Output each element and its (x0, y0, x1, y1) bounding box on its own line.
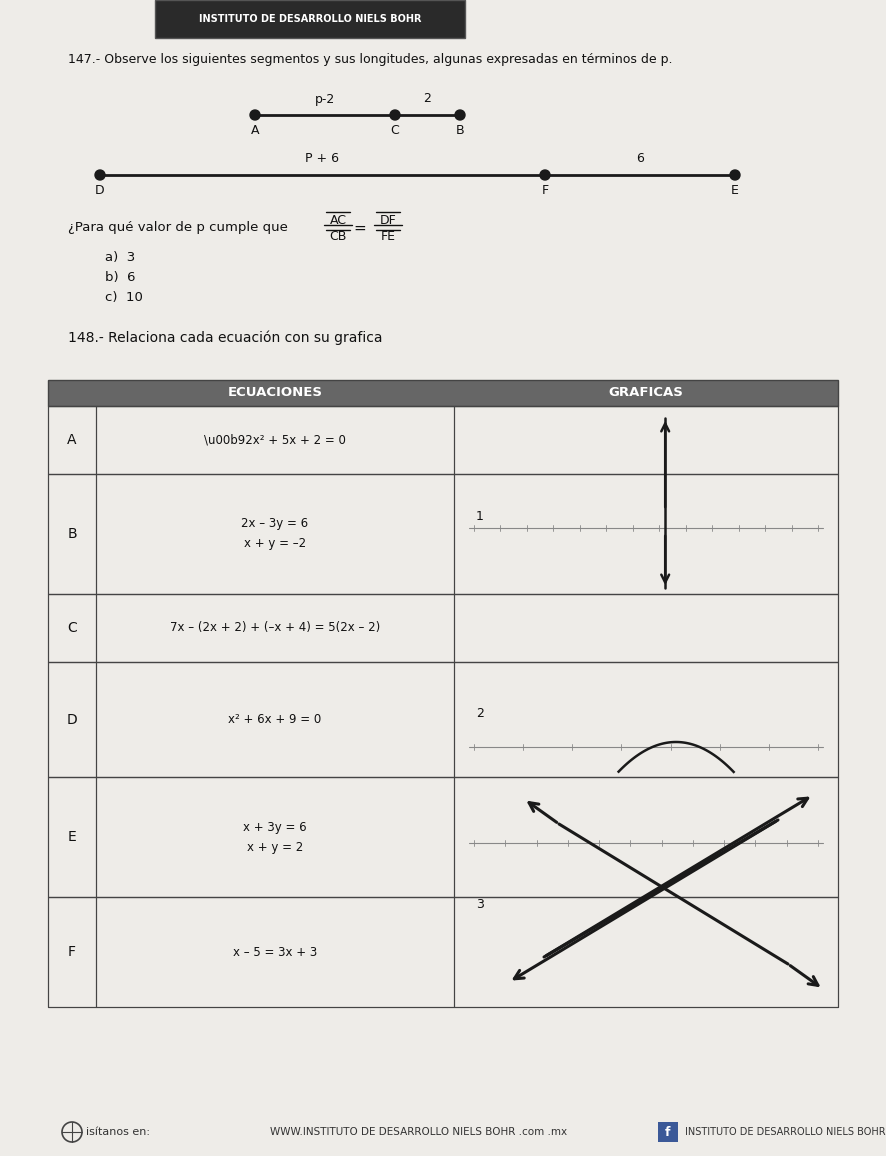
Text: WWW.INSTITUTO DE DESARROLLO NIELS BOHR .com .mx: WWW.INSTITUTO DE DESARROLLO NIELS BOHR .… (269, 1127, 566, 1138)
Text: CB: CB (329, 230, 346, 243)
Text: isítanos en:: isítanos en: (86, 1127, 150, 1138)
Text: B: B (67, 527, 77, 541)
Text: B: B (455, 125, 463, 138)
Bar (454, 897, 837, 1007)
Bar (48, 897, 96, 1007)
Text: =: = (354, 221, 366, 236)
Text: 2: 2 (424, 92, 431, 105)
Bar (454, 474, 837, 594)
Bar (454, 777, 837, 897)
Text: F: F (68, 944, 76, 959)
Text: E: E (67, 830, 76, 844)
Circle shape (250, 110, 260, 120)
Text: 6: 6 (635, 153, 643, 165)
Bar (48, 406, 837, 474)
Bar (48, 380, 837, 406)
Bar (48, 474, 96, 594)
Text: D: D (66, 712, 77, 726)
Bar (454, 662, 837, 777)
Text: 148.- Relaciona cada ecuación con su grafica: 148.- Relaciona cada ecuación con su gra… (68, 331, 382, 346)
Text: C: C (67, 621, 77, 635)
Bar (96, 406, 454, 474)
Circle shape (455, 110, 464, 120)
Text: 2: 2 (476, 707, 484, 720)
Bar (96, 897, 454, 1007)
Text: DF: DF (379, 214, 396, 227)
Text: FE: FE (380, 230, 395, 243)
Text: x + y = 2: x + y = 2 (246, 840, 303, 853)
Text: 1: 1 (476, 510, 484, 523)
Bar (48, 662, 837, 777)
Text: C: C (390, 125, 399, 138)
Text: x – 5 = 3x + 3: x – 5 = 3x + 3 (233, 946, 317, 958)
Circle shape (390, 110, 400, 120)
Bar (48, 474, 837, 594)
Bar (454, 594, 837, 662)
Text: 7x – (2x + 2) + (–x + 4) = 5(2x – 2): 7x – (2x + 2) + (–x + 4) = 5(2x – 2) (170, 622, 380, 635)
Bar (657, 1122, 677, 1142)
Text: 147.- Observe los siguientes segmentos y sus longitudes, algunas expresadas en t: 147.- Observe los siguientes segmentos y… (68, 53, 672, 67)
Bar (96, 474, 454, 594)
Text: A: A (251, 125, 259, 138)
Circle shape (95, 170, 105, 180)
Bar (48, 406, 96, 474)
Bar (48, 662, 96, 777)
Text: b)  6: b) 6 (105, 272, 136, 284)
Bar (48, 777, 96, 897)
Bar (48, 594, 837, 662)
Bar (96, 594, 454, 662)
Circle shape (729, 170, 739, 180)
Text: ¿Para qué valor de p cumple que: ¿Para qué valor de p cumple que (68, 222, 291, 235)
Text: c)  10: c) 10 (105, 291, 143, 304)
Text: AC: AC (329, 214, 346, 227)
Text: x² + 6x + 9 = 0: x² + 6x + 9 = 0 (228, 713, 322, 726)
Text: p-2: p-2 (315, 92, 335, 105)
Text: E: E (730, 185, 738, 198)
Text: A: A (67, 434, 77, 447)
Text: P + 6: P + 6 (305, 153, 339, 165)
Bar (96, 777, 454, 897)
Bar (48, 897, 837, 1007)
Text: F: F (540, 185, 548, 198)
Bar (48, 777, 837, 897)
Bar (48, 594, 96, 662)
Bar (454, 406, 837, 474)
Text: \u00b92x² + 5x + 2 = 0: \u00b92x² + 5x + 2 = 0 (204, 434, 346, 446)
Text: a)  3: a) 3 (105, 252, 135, 265)
Text: ECUACIONES: ECUACIONES (227, 386, 323, 400)
Text: D: D (95, 185, 105, 198)
Text: INSTITUTO DE DESARROLLO NIELS BOHR: INSTITUTO DE DESARROLLO NIELS BOHR (684, 1127, 884, 1138)
Text: 3: 3 (476, 898, 484, 911)
Text: f: f (664, 1126, 670, 1139)
Circle shape (540, 170, 549, 180)
Text: GRAFICAS: GRAFICAS (608, 386, 683, 400)
Bar (96, 662, 454, 777)
Bar (155, 0, 464, 38)
Text: 2x – 3y = 6: 2x – 3y = 6 (241, 518, 308, 531)
Text: x + y = –2: x + y = –2 (244, 538, 306, 550)
Text: INSTITUTO DE DESARROLLO NIELS BOHR: INSTITUTO DE DESARROLLO NIELS BOHR (198, 14, 421, 24)
Text: x + 3y = 6: x + 3y = 6 (243, 821, 307, 833)
